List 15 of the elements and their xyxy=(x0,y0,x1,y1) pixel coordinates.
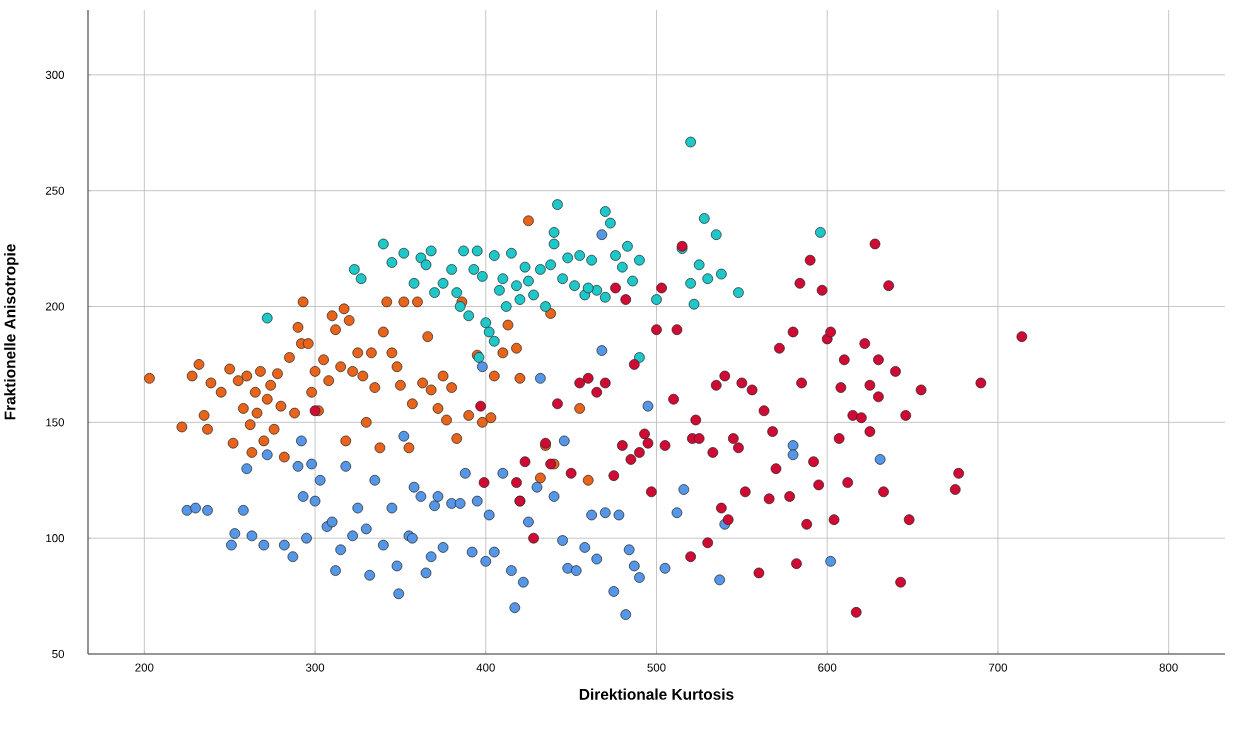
x-axis-title: Direktionale Kurtosis xyxy=(579,688,734,700)
x-tick-label: 700 xyxy=(988,663,1008,672)
y-axis-title: Fraktionelle Anisotropie xyxy=(4,244,19,420)
x-tick-label: 300 xyxy=(305,663,325,672)
y-tick-label: 100 xyxy=(46,534,65,543)
x-tick-label: 500 xyxy=(647,663,666,672)
y-tick-label: 200 xyxy=(45,302,65,311)
y-tick-label: 150 xyxy=(46,418,65,427)
x-tick-label: 200 xyxy=(135,663,154,672)
x-tick-label: 800 xyxy=(1159,663,1178,672)
x-tick-label: 400 xyxy=(476,663,495,672)
y-tick-label: 300 xyxy=(45,70,65,79)
x-tick-label: 600 xyxy=(818,663,837,672)
y-tick-label: 50 xyxy=(52,649,65,659)
y-tick-label: 250 xyxy=(45,186,65,195)
